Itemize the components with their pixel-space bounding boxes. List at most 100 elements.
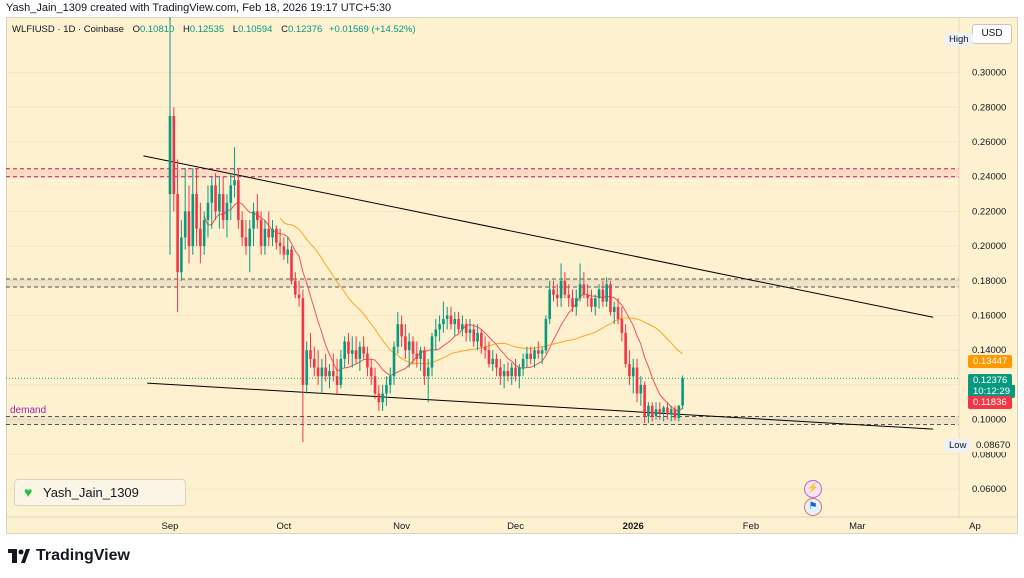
x-tick-label: Dec <box>507 521 524 532</box>
top-bar: Yash_Jain_1309 created with TradingView.… <box>0 0 1024 16</box>
candle-body <box>480 332 483 347</box>
close-label: C <box>281 24 288 35</box>
candle-body <box>385 384 388 394</box>
candle-body <box>282 246 286 255</box>
demand-zone-label: demand <box>10 405 47 416</box>
candle <box>612 301 616 325</box>
candle <box>593 294 597 316</box>
candle <box>442 301 445 333</box>
candle-body <box>263 228 267 247</box>
y-tick-label: 0.18000 <box>972 276 1006 287</box>
time-axis[interactable]: Sep Oct Nov Dec 2026 Feb Mar Ap <box>6 516 1018 532</box>
candle <box>369 358 373 385</box>
candle <box>404 324 407 359</box>
candle <box>278 228 282 255</box>
currency-button[interactable]: USD <box>972 24 1012 44</box>
candle-body <box>487 350 491 365</box>
trendline-lower[interactable] <box>147 382 934 430</box>
candle <box>237 168 240 229</box>
candle <box>590 289 593 313</box>
us-flag-event-icon[interactable]: ⚑ <box>804 498 822 516</box>
candle <box>312 346 316 377</box>
candle-body <box>426 367 430 377</box>
candle <box>335 358 339 394</box>
candle-body <box>662 407 665 413</box>
candle <box>259 211 263 255</box>
candle-body <box>563 280 567 295</box>
candle <box>483 336 487 359</box>
candle-body <box>540 350 544 354</box>
candle <box>297 280 301 307</box>
last-price-tag: 0.12376 <box>968 374 1013 387</box>
candle <box>457 312 460 333</box>
sma-slow-price-tag: 0.13447 <box>968 355 1013 368</box>
candle-body <box>624 332 627 365</box>
candle-body <box>218 194 221 212</box>
candle-body <box>643 384 646 417</box>
candle-body <box>423 350 426 377</box>
candle <box>331 353 335 382</box>
candle <box>677 405 681 422</box>
candle <box>199 202 202 264</box>
candle <box>301 289 305 443</box>
candle <box>650 402 654 422</box>
candle <box>411 336 415 365</box>
candle <box>191 168 195 255</box>
candle <box>218 176 221 229</box>
candle-body <box>206 202 210 221</box>
x-tick-label: Sep <box>162 521 179 532</box>
candle-body <box>555 294 559 299</box>
candle-body <box>210 185 214 203</box>
candle-body <box>681 378 684 406</box>
candle <box>381 384 384 411</box>
candle <box>673 405 677 421</box>
candle <box>438 315 441 342</box>
chart-frame[interactable] <box>6 17 1018 534</box>
candle-body <box>320 367 324 377</box>
symbol-label[interactable]: WLFIUSD · 1D · Coinbase <box>12 24 124 35</box>
candle-body <box>525 353 529 359</box>
candle-body <box>571 298 574 307</box>
candle <box>495 353 498 377</box>
candle <box>624 324 627 368</box>
candle-body <box>472 329 476 342</box>
candle <box>514 358 517 382</box>
lightning-event-icon[interactable]: ⚡ <box>804 480 822 498</box>
candle <box>601 280 605 307</box>
trendlines[interactable] <box>143 155 934 430</box>
price-chart[interactable]: 0.30000 0.28000 0.26000 0.24000 0.22000 0.200… <box>6 17 1018 534</box>
candle-body <box>468 329 472 333</box>
candle-body <box>658 409 662 413</box>
candle-body <box>559 280 563 299</box>
high-label: H <box>182 24 190 35</box>
x-tick-label: Oct <box>277 521 292 532</box>
candle-body <box>407 341 411 351</box>
candle <box>468 318 472 342</box>
candle <box>571 289 574 313</box>
candle <box>407 332 411 368</box>
candle-body <box>548 289 551 319</box>
candle-body <box>244 237 248 247</box>
candle-body <box>187 211 191 247</box>
candle-body <box>354 350 358 359</box>
candle <box>510 362 514 385</box>
heart-icon: ♥ <box>24 484 33 500</box>
countdown-tag: 10:12:29 <box>968 385 1015 398</box>
candle-body <box>453 318 457 325</box>
candle-body <box>305 350 308 385</box>
candle <box>559 263 563 307</box>
candle-body <box>578 284 582 299</box>
trendline-upper[interactable] <box>143 155 934 318</box>
candle-body <box>476 332 479 342</box>
candle-body <box>347 341 350 354</box>
candle <box>309 332 312 368</box>
candle-body <box>631 367 635 377</box>
candle-body <box>495 358 498 368</box>
candle <box>240 211 244 247</box>
tradingview-footer[interactable]: TradingView <box>8 547 130 565</box>
candle-body <box>461 324 464 330</box>
candle-body <box>168 115 172 195</box>
candle <box>434 318 438 351</box>
y-tick-label: 0.24000 <box>972 172 1006 183</box>
candle-body <box>518 367 521 377</box>
